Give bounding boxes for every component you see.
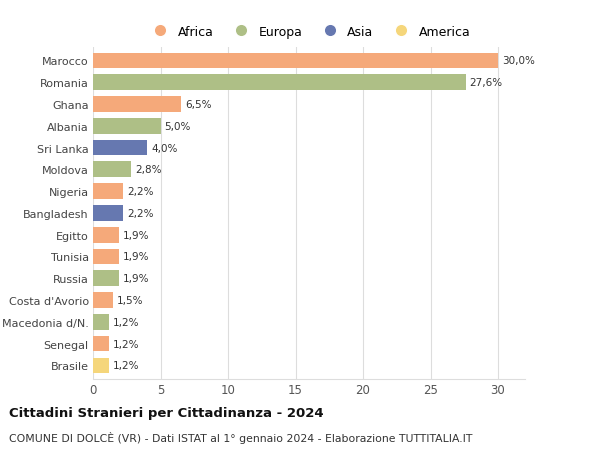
Text: 4,0%: 4,0% bbox=[151, 143, 178, 153]
Text: 1,9%: 1,9% bbox=[122, 252, 149, 262]
Text: 27,6%: 27,6% bbox=[470, 78, 503, 88]
Bar bbox=[93, 227, 119, 243]
Bar bbox=[93, 140, 147, 156]
Text: 6,5%: 6,5% bbox=[185, 100, 211, 110]
Bar bbox=[93, 358, 109, 374]
Text: 1,2%: 1,2% bbox=[113, 317, 140, 327]
Bar bbox=[93, 271, 119, 286]
Bar bbox=[93, 206, 123, 221]
Text: 1,9%: 1,9% bbox=[122, 274, 149, 284]
Text: 1,5%: 1,5% bbox=[118, 296, 144, 305]
Text: 5,0%: 5,0% bbox=[164, 122, 191, 131]
Bar bbox=[93, 162, 131, 178]
Text: 1,9%: 1,9% bbox=[122, 230, 149, 240]
Bar bbox=[93, 249, 119, 265]
Text: COMUNE DI DOLCÈ (VR) - Dati ISTAT al 1° gennaio 2024 - Elaborazione TUTTITALIA.I: COMUNE DI DOLCÈ (VR) - Dati ISTAT al 1° … bbox=[9, 431, 472, 443]
Text: Cittadini Stranieri per Cittadinanza - 2024: Cittadini Stranieri per Cittadinanza - 2… bbox=[9, 406, 323, 419]
Bar bbox=[93, 53, 498, 69]
Text: 2,8%: 2,8% bbox=[135, 165, 161, 175]
Text: 30,0%: 30,0% bbox=[502, 56, 535, 66]
Text: 2,2%: 2,2% bbox=[127, 208, 153, 218]
Bar bbox=[93, 292, 113, 308]
Bar bbox=[93, 75, 466, 91]
Bar bbox=[93, 97, 181, 112]
Bar bbox=[93, 314, 109, 330]
Bar bbox=[93, 336, 109, 352]
Text: 2,2%: 2,2% bbox=[127, 187, 153, 197]
Bar bbox=[93, 184, 123, 200]
Bar bbox=[93, 118, 161, 134]
Legend: Africa, Europa, Asia, America: Africa, Europa, Asia, America bbox=[148, 26, 470, 39]
Text: 1,2%: 1,2% bbox=[113, 361, 140, 370]
Text: 1,2%: 1,2% bbox=[113, 339, 140, 349]
